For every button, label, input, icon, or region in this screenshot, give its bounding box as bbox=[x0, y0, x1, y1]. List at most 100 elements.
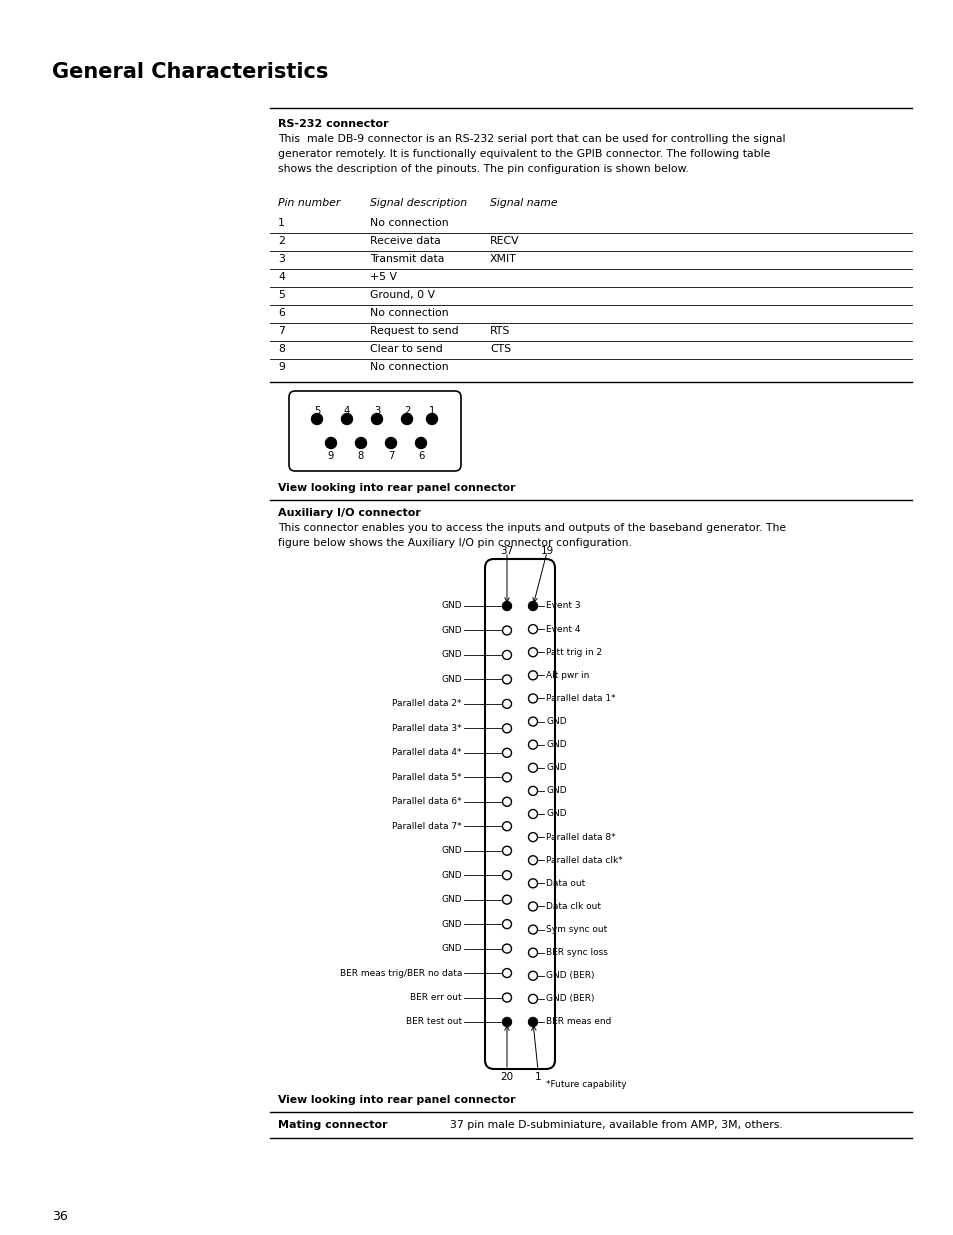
Text: Data clk out: Data clk out bbox=[546, 902, 601, 911]
Circle shape bbox=[528, 740, 537, 750]
Text: 3: 3 bbox=[374, 406, 379, 416]
Text: Ground, 0 V: Ground, 0 V bbox=[370, 290, 435, 300]
Text: Parallel data 2*: Parallel data 2* bbox=[392, 699, 461, 709]
Circle shape bbox=[528, 1018, 537, 1026]
Circle shape bbox=[371, 414, 382, 425]
Text: Request to send: Request to send bbox=[370, 326, 458, 336]
Circle shape bbox=[502, 1018, 511, 1026]
Text: 2: 2 bbox=[403, 406, 410, 416]
Circle shape bbox=[502, 871, 511, 879]
Circle shape bbox=[528, 879, 537, 888]
Text: GND: GND bbox=[441, 846, 461, 855]
Text: RECV: RECV bbox=[490, 236, 519, 246]
Text: 8: 8 bbox=[277, 345, 285, 354]
Text: Pin number: Pin number bbox=[277, 198, 340, 207]
Circle shape bbox=[528, 832, 537, 841]
Text: XMIT: XMIT bbox=[490, 254, 517, 264]
Circle shape bbox=[502, 773, 511, 782]
Text: GND (BER): GND (BER) bbox=[546, 994, 595, 1003]
Text: 5: 5 bbox=[314, 406, 320, 416]
Circle shape bbox=[528, 994, 537, 1003]
Circle shape bbox=[502, 920, 511, 929]
Text: GND: GND bbox=[546, 787, 566, 795]
Text: *Future capability: *Future capability bbox=[546, 1079, 626, 1089]
Text: Alt pwr in: Alt pwr in bbox=[546, 671, 589, 679]
Circle shape bbox=[502, 651, 511, 659]
Text: 4: 4 bbox=[277, 272, 285, 282]
Circle shape bbox=[528, 625, 537, 634]
Text: 20: 20 bbox=[500, 1072, 513, 1082]
Text: shows the description of the pinouts. The pin configuration is shown below.: shows the description of the pinouts. Th… bbox=[277, 164, 688, 174]
Text: GND: GND bbox=[441, 944, 461, 953]
Text: BER meas end: BER meas end bbox=[546, 1018, 611, 1026]
Text: 9: 9 bbox=[328, 451, 334, 461]
Circle shape bbox=[312, 414, 322, 425]
Text: Parallel data clk*: Parallel data clk* bbox=[546, 856, 622, 864]
Circle shape bbox=[528, 601, 537, 610]
Text: Signal description: Signal description bbox=[370, 198, 467, 207]
Text: 9: 9 bbox=[277, 362, 285, 372]
Circle shape bbox=[502, 968, 511, 978]
Text: Transmit data: Transmit data bbox=[370, 254, 444, 264]
Text: Parallel data 3*: Parallel data 3* bbox=[392, 724, 461, 732]
Text: Data out: Data out bbox=[546, 879, 585, 888]
Text: BER test out: BER test out bbox=[405, 1018, 461, 1026]
Text: figure below shows the Auxiliary I/O pin connector configuration.: figure below shows the Auxiliary I/O pin… bbox=[277, 538, 631, 548]
Text: GND: GND bbox=[441, 674, 461, 684]
Circle shape bbox=[528, 718, 537, 726]
Text: General Characteristics: General Characteristics bbox=[52, 62, 328, 82]
Text: Parallel data 7*: Parallel data 7* bbox=[392, 821, 461, 831]
Text: No connection: No connection bbox=[370, 219, 448, 228]
Circle shape bbox=[502, 944, 511, 953]
Circle shape bbox=[528, 925, 537, 934]
Circle shape bbox=[502, 821, 511, 831]
Text: 7: 7 bbox=[388, 451, 394, 461]
Text: GND: GND bbox=[441, 895, 461, 904]
Text: Patt trig in 2: Patt trig in 2 bbox=[546, 647, 602, 657]
Text: BER meas trig/BER no data: BER meas trig/BER no data bbox=[339, 968, 461, 978]
Circle shape bbox=[502, 724, 511, 732]
Text: GND: GND bbox=[546, 763, 566, 772]
Circle shape bbox=[502, 895, 511, 904]
Circle shape bbox=[528, 809, 537, 819]
Text: Sym sync out: Sym sync out bbox=[546, 925, 607, 934]
Circle shape bbox=[528, 694, 537, 703]
Text: Clear to send: Clear to send bbox=[370, 345, 442, 354]
Text: Event 3: Event 3 bbox=[546, 601, 580, 610]
Text: 2: 2 bbox=[277, 236, 285, 246]
Text: BER sync loss: BER sync loss bbox=[546, 948, 608, 957]
Circle shape bbox=[528, 971, 537, 981]
Circle shape bbox=[502, 674, 511, 684]
Text: 1: 1 bbox=[534, 1072, 540, 1082]
Text: CTS: CTS bbox=[490, 345, 511, 354]
Text: 6: 6 bbox=[277, 308, 285, 317]
Text: Parallel data 4*: Parallel data 4* bbox=[392, 748, 461, 757]
Text: View looking into rear panel connector: View looking into rear panel connector bbox=[277, 483, 515, 493]
Circle shape bbox=[502, 601, 511, 610]
Circle shape bbox=[401, 414, 412, 425]
Text: GND: GND bbox=[441, 871, 461, 879]
Text: GND: GND bbox=[441, 601, 461, 610]
Text: 6: 6 bbox=[417, 451, 424, 461]
Text: 37 pin male D-subminiature, available from AMP, 3M, others.: 37 pin male D-subminiature, available fr… bbox=[450, 1120, 781, 1130]
Circle shape bbox=[502, 993, 511, 1002]
Text: 36: 36 bbox=[52, 1210, 68, 1223]
Text: RS-232 connector: RS-232 connector bbox=[277, 119, 388, 128]
Circle shape bbox=[528, 647, 537, 657]
Text: GND: GND bbox=[546, 809, 566, 819]
Text: No connection: No connection bbox=[370, 362, 448, 372]
Text: Parallel data 8*: Parallel data 8* bbox=[546, 832, 616, 841]
Text: 19: 19 bbox=[539, 546, 553, 556]
Circle shape bbox=[341, 414, 352, 425]
Circle shape bbox=[325, 437, 336, 448]
Text: Parallel data 6*: Parallel data 6* bbox=[392, 798, 461, 806]
Circle shape bbox=[502, 798, 511, 806]
Circle shape bbox=[385, 437, 396, 448]
Text: +5 V: +5 V bbox=[370, 272, 396, 282]
Text: Mating connector: Mating connector bbox=[277, 1120, 387, 1130]
Circle shape bbox=[502, 748, 511, 757]
Circle shape bbox=[502, 699, 511, 709]
Text: No connection: No connection bbox=[370, 308, 448, 317]
Text: generator remotely. It is functionally equivalent to the GPIB connector. The fol: generator remotely. It is functionally e… bbox=[277, 149, 770, 159]
Text: Signal name: Signal name bbox=[490, 198, 558, 207]
